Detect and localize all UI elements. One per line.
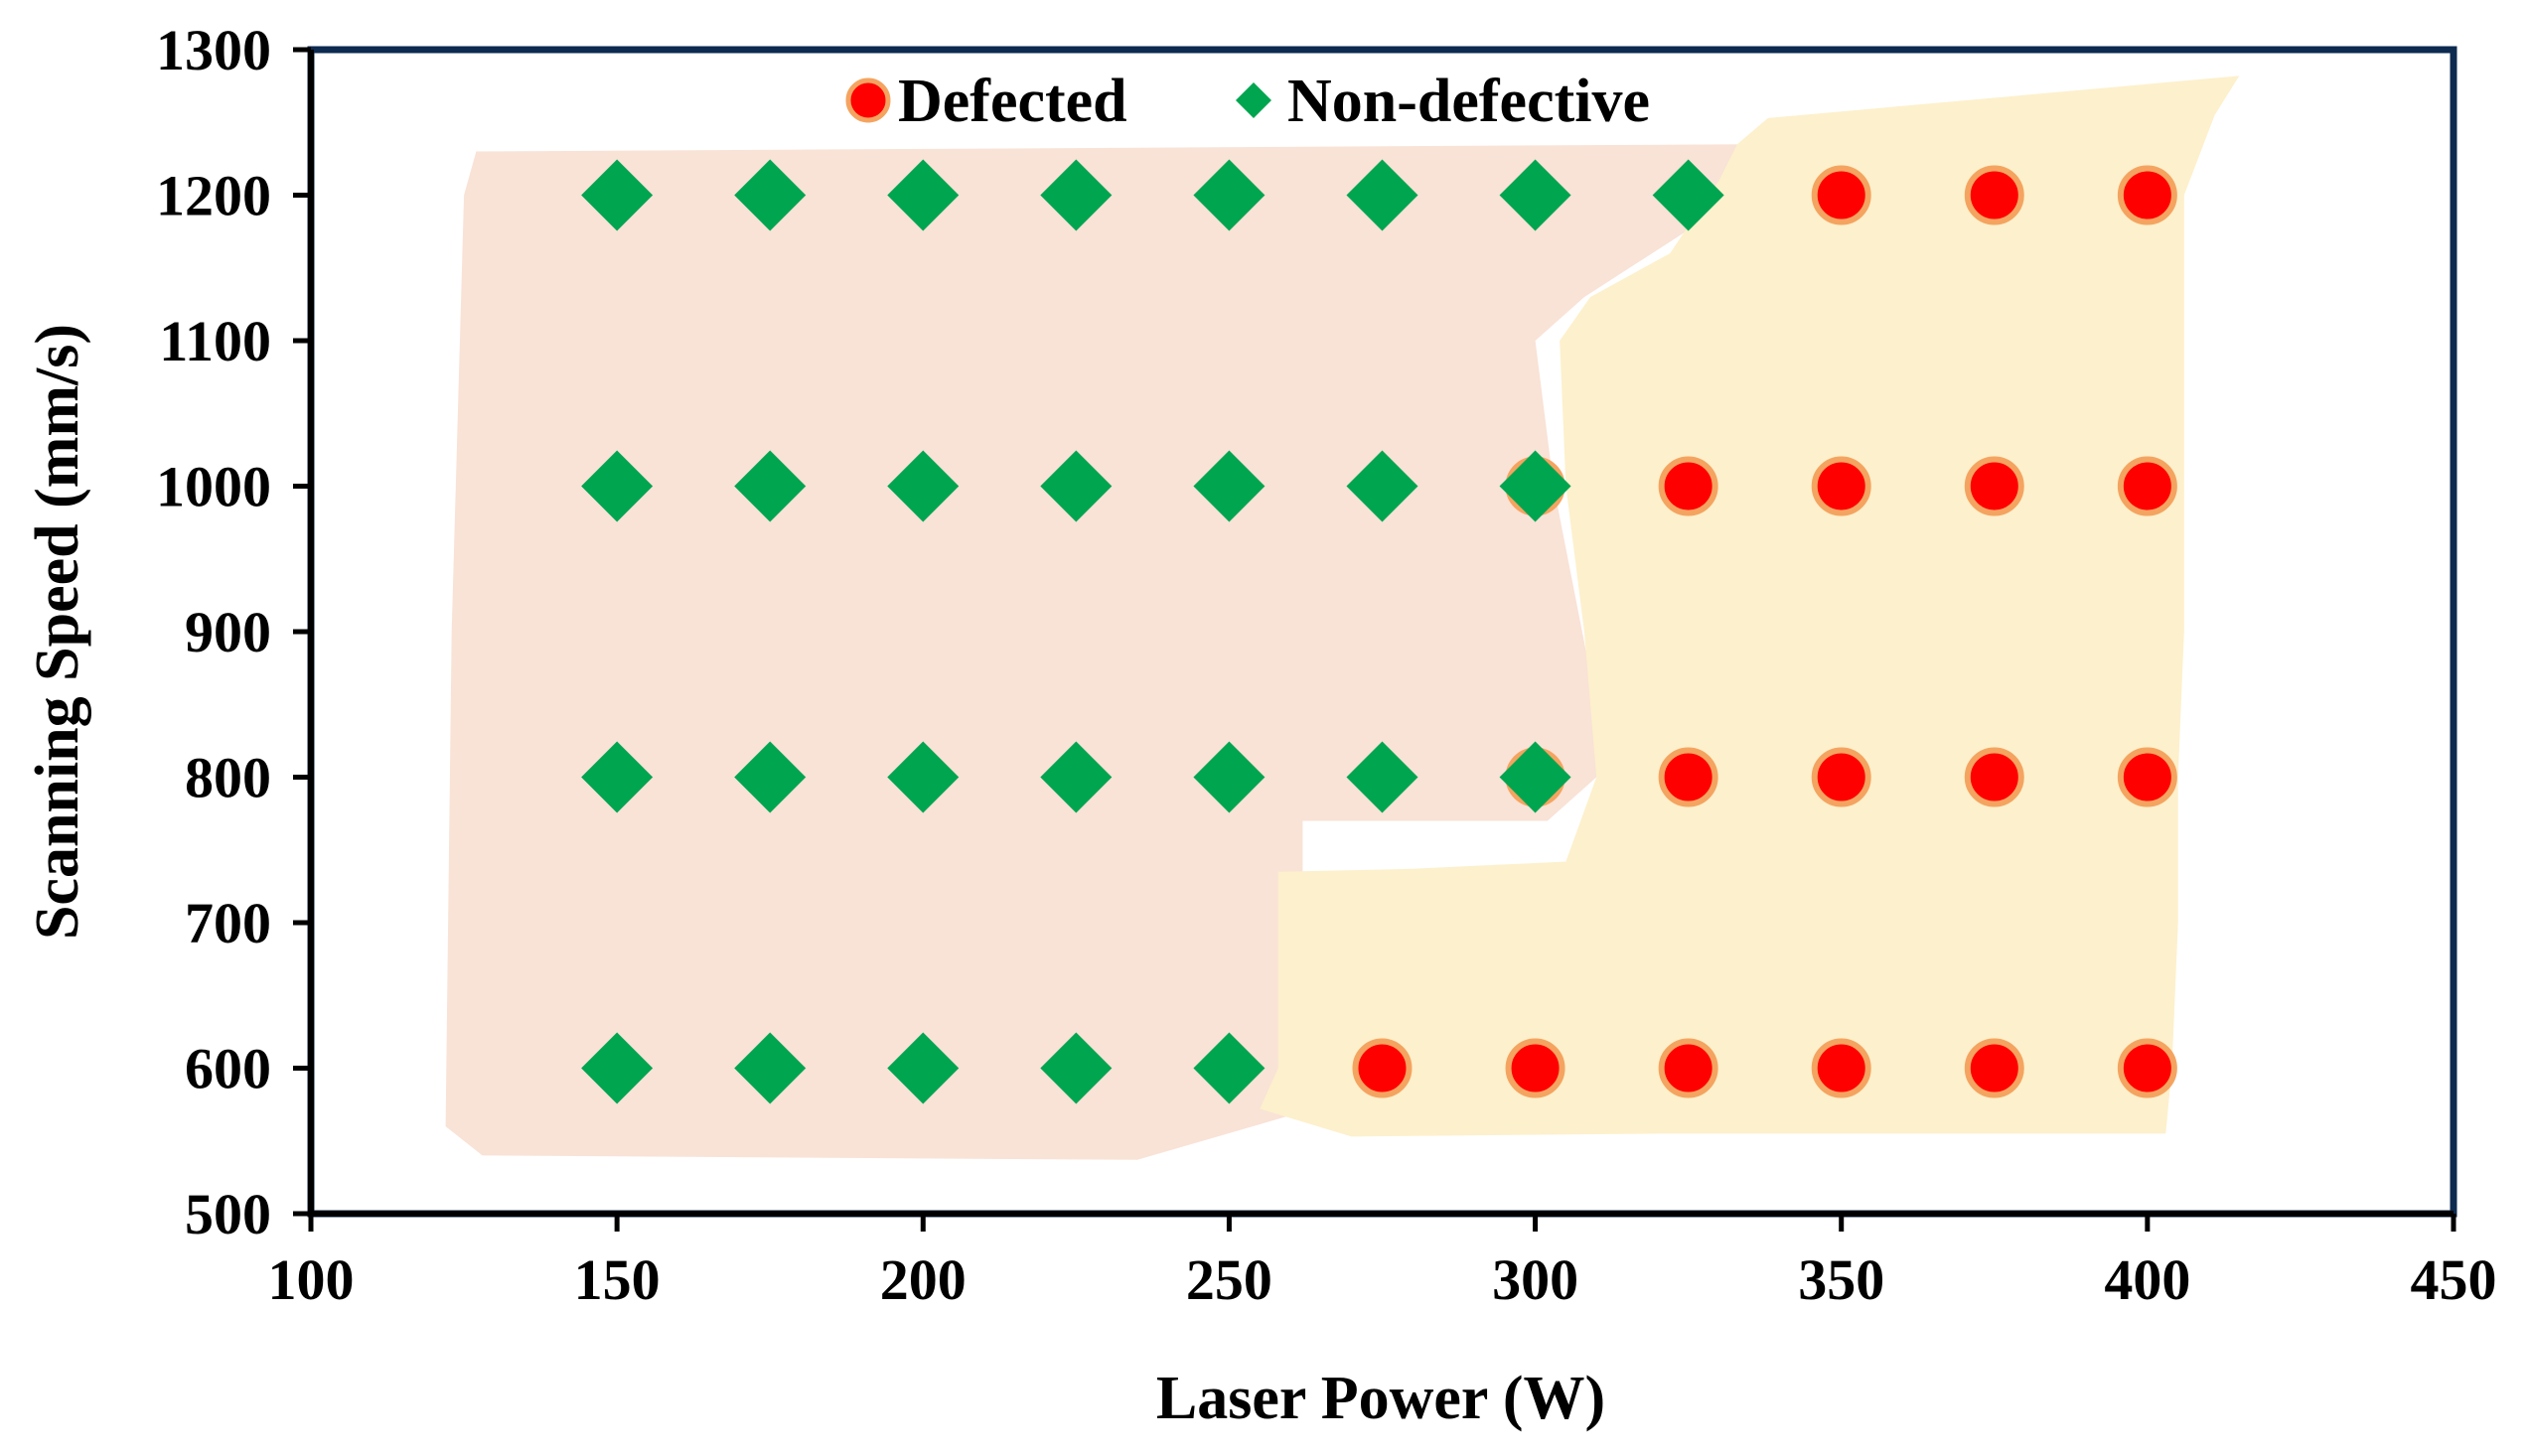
legend-non-defective-label: Non-defective [1287,68,1650,135]
defected-point [1658,747,1718,807]
non-defective-point [1193,741,1265,813]
non-defective-point [1040,159,1113,231]
non-defective-point [887,159,960,231]
non-defective-region [445,144,1750,1160]
non-defective-point [1040,1032,1113,1104]
defected-point [1811,165,1871,225]
defected-point [1964,456,2024,516]
non-defective-point [887,450,960,522]
defected-point [2117,747,2177,807]
x-tick-label: 150 [574,1247,661,1312]
defected-point [1811,1038,1871,1098]
regions-layer [445,75,2240,1160]
points-layer [581,159,2177,1104]
non-defective-point [1040,741,1113,813]
legend: Defected Non-defective [845,68,1650,135]
defected-point [1964,165,2024,225]
x-axis-title: Laser Power (W) [1156,1365,1605,1432]
non-defective-point [1040,450,1113,522]
non-defective-point [1652,159,1724,231]
non-defective-point [581,159,654,231]
y-axis-title: Scanning Speed (mm/s) [24,324,91,940]
y-tick-label: 800 [185,746,271,810]
non-defective-point [1346,159,1418,231]
non-defective-point [1193,450,1265,522]
defected-point [1505,1038,1565,1098]
non-defective-point [1499,159,1571,231]
defected-point [1352,1038,1413,1098]
non-defective-point [581,450,654,522]
non-defective-point [1346,450,1418,522]
defected-point [1964,747,2024,807]
x-tick-label: 350 [1798,1247,1884,1312]
y-tick-label: 1200 [156,164,271,228]
y-tick-label: 1000 [156,455,271,519]
legend-defected-marker [845,77,891,123]
y-tick-label: 900 [185,600,271,664]
defected-point [1811,456,1871,516]
defected-point [2117,165,2177,225]
defected-point [2117,456,2177,516]
y-tick-label: 700 [185,891,271,955]
defected-point [1658,456,1718,516]
non-defective-point [581,1032,654,1104]
axes-layer: 100 150 200 250 300 350 400 450 500 600 700 800 900 1… [156,18,2497,1312]
defected-region [1260,75,2240,1137]
non-defective-point [887,741,960,813]
non-defective-point [887,1032,960,1104]
non-defective-point [734,450,807,522]
non-defective-point [1499,741,1571,813]
x-tick-label: 300 [1492,1247,1578,1312]
y-tick-label: 500 [185,1182,271,1246]
x-tick-label: 100 [268,1247,355,1312]
non-defective-point [734,741,807,813]
legend-defected-label: Defected [898,68,1127,135]
x-tick-label: 250 [1186,1247,1272,1312]
non-defective-point [1499,450,1571,522]
y-tick-label: 600 [185,1037,271,1101]
legend-non-defective-marker [1236,82,1271,118]
y-tick-label: 1300 [156,18,271,82]
x-tick-label: 450 [2411,1247,2497,1312]
defected-point [1811,747,1871,807]
x-tick-label: 200 [880,1247,967,1312]
non-defective-point [1193,159,1265,231]
non-defective-point [1193,1032,1265,1104]
defected-point [1658,1038,1718,1098]
non-defective-point [734,159,807,231]
non-defective-point [734,1032,807,1104]
defected-point [2117,1038,2177,1098]
x-tick-label: 400 [2104,1247,2190,1312]
y-tick-label: 1100 [159,309,271,373]
defected-point [1964,1038,2024,1098]
non-defective-point [581,741,654,813]
non-defective-point [1346,741,1418,813]
